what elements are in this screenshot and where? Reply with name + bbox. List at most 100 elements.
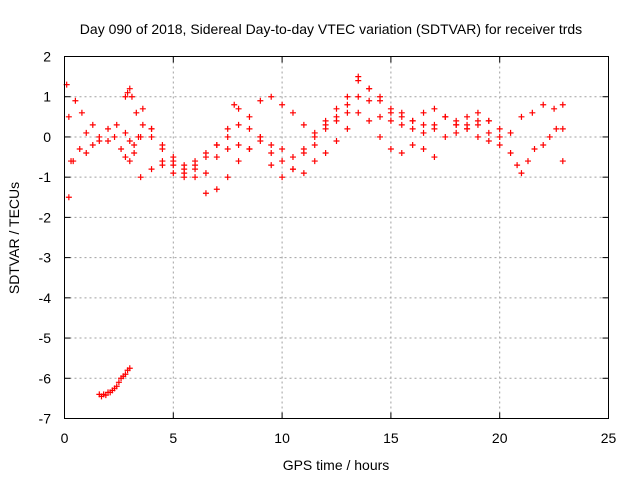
data-point: [366, 97, 373, 104]
data-point: [181, 162, 188, 169]
data-point: [279, 146, 286, 153]
data-point: [89, 121, 96, 128]
x-tick-label: 20: [492, 430, 508, 446]
data-point: [300, 170, 307, 177]
data-point: [474, 109, 481, 116]
data-point: [279, 174, 286, 181]
x-axis-label: GPS time / hours: [283, 457, 390, 473]
data-point: [333, 105, 340, 112]
data-point: [181, 170, 188, 177]
y-tick-label: -1: [39, 169, 52, 185]
data-point: [442, 113, 449, 120]
data-point: [124, 89, 131, 96]
grid-lines: [64, 56, 609, 419]
data-point: [333, 117, 340, 124]
data-point: [344, 101, 351, 108]
series-track-f: [96, 365, 133, 400]
data-point: [139, 105, 146, 112]
data-point: [311, 133, 318, 140]
data-point: [333, 137, 340, 144]
data-point: [311, 141, 318, 148]
data-point: [344, 125, 351, 132]
y-tick-label: -7: [39, 411, 52, 427]
data-point: [366, 85, 373, 92]
data-point: [322, 117, 329, 124]
data-point: [518, 170, 525, 177]
data-point: [398, 109, 405, 116]
data-point: [131, 150, 138, 157]
data-point: [65, 113, 72, 120]
y-tick-label: -3: [39, 250, 52, 266]
data-point: [113, 121, 120, 128]
data-point: [202, 190, 209, 197]
data-point: [322, 125, 329, 132]
data-point: [213, 154, 220, 161]
data-point: [409, 117, 416, 124]
data-point: [268, 93, 275, 100]
data-point: [122, 371, 129, 378]
data-point: [431, 125, 438, 132]
y-tick-label: -6: [39, 370, 52, 386]
data-point: [485, 137, 492, 144]
data-point: [122, 129, 129, 136]
data-point: [224, 146, 231, 153]
data-point: [202, 150, 209, 157]
x-tick-label: 25: [601, 430, 617, 446]
data-point: [122, 93, 129, 100]
data-point: [235, 158, 242, 165]
data-point: [344, 109, 351, 116]
data-point: [268, 141, 275, 148]
data-point: [83, 129, 90, 136]
data-point: [279, 101, 286, 108]
data-point: [529, 109, 536, 116]
plot-frame: [64, 56, 609, 419]
data-point: [105, 137, 112, 144]
data-point: [524, 158, 531, 165]
data-point: [148, 166, 155, 173]
data-point: [246, 113, 253, 120]
data-point: [126, 85, 133, 92]
data-point: [126, 365, 133, 372]
data-point: [398, 121, 405, 128]
y-tick-label: -4: [39, 290, 52, 306]
data-point: [485, 117, 492, 124]
data-point: [409, 141, 416, 148]
data-point: [235, 141, 242, 148]
data-point: [246, 125, 253, 132]
data-point: [442, 133, 449, 140]
data-point: [311, 158, 318, 165]
series-isolated-points: [559, 158, 566, 165]
y-axis-label: SDTVAR / TECUs: [6, 182, 22, 294]
data-point: [559, 125, 566, 132]
data-point: [551, 105, 558, 112]
data-point: [268, 150, 275, 157]
data-point: [507, 129, 514, 136]
data-point: [111, 133, 118, 140]
data-point: [137, 174, 144, 181]
data-point: [202, 170, 209, 177]
data-point: [409, 125, 416, 132]
data-point: [531, 146, 538, 153]
data-point: [122, 154, 129, 161]
data-point: [279, 158, 286, 165]
data-point: [514, 162, 521, 169]
data-point: [105, 125, 112, 132]
y-tick-label: 0: [43, 129, 51, 145]
data-point: [170, 158, 177, 165]
data-point: [213, 141, 220, 148]
y-tick-label: 1: [43, 89, 51, 105]
data-point: [453, 129, 460, 136]
data-point: [366, 117, 373, 124]
data-point: [170, 170, 177, 177]
data-point: [115, 379, 122, 386]
axis-ticks: [64, 56, 609, 419]
data-point: [377, 133, 384, 140]
data-point: [420, 129, 427, 136]
data-point: [377, 97, 384, 104]
x-tick-label: 5: [169, 430, 177, 446]
data-point: [420, 121, 427, 128]
data-point: [118, 146, 125, 153]
x-tick-labels: 0 5 10 15 20 25: [61, 430, 617, 446]
data-point: [420, 146, 427, 153]
